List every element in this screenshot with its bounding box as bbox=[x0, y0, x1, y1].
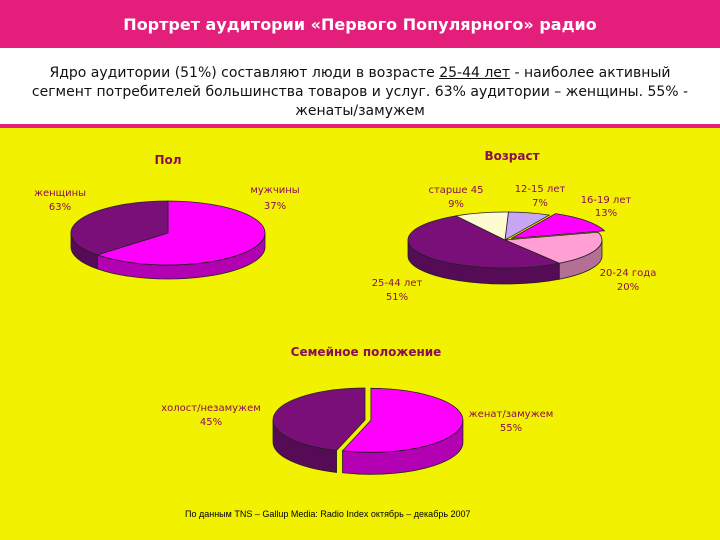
age-label-12-15: 12-15 лет bbox=[515, 184, 566, 195]
age-pie-chart bbox=[407, 211, 606, 285]
age-value-20-24: 20% bbox=[617, 282, 639, 293]
marital-slice-0 bbox=[341, 387, 464, 453]
age-slice-1 bbox=[510, 213, 606, 239]
slide-title: Портрет аудитории «Первого Популярного» … bbox=[0, 0, 720, 48]
age-label-45plus: старше 45 bbox=[428, 185, 483, 196]
marital-label-single: холост/незамужем bbox=[161, 403, 261, 414]
age-value-12-15: 7% bbox=[532, 198, 548, 209]
gender-label-men: мужчины bbox=[250, 185, 299, 196]
summary-text-part: - наиболее активный сегмент потребителей… bbox=[31, 65, 689, 119]
age-value-25-44: 51% bbox=[386, 292, 408, 303]
gender-value-men: 37% bbox=[264, 201, 286, 212]
age-slice-2 bbox=[504, 231, 603, 264]
age-label-25-44: 25-44 лет bbox=[372, 278, 423, 289]
marital-chart-title: Семейное положение bbox=[291, 345, 442, 359]
marital-slice-1 bbox=[272, 387, 366, 451]
source-note: По данным TNS – Gallup Media: Radio Inde… bbox=[185, 509, 471, 519]
marital-value-married: 55% bbox=[500, 423, 522, 434]
age-label-20-24: 20-24 года bbox=[600, 268, 657, 279]
summary-text-part: Ядро аудитории (51%) составляют люди в в… bbox=[49, 65, 440, 81]
gender-chart-title: Пол bbox=[154, 153, 181, 167]
gender-slice-0 bbox=[96, 200, 266, 266]
age-slice-4 bbox=[454, 211, 509, 241]
gender-label-women: женщины bbox=[34, 188, 86, 199]
summary-highlight: 25-44 лет bbox=[439, 65, 511, 81]
age-value-45plus: 9% bbox=[448, 199, 464, 210]
marital-value-single: 45% bbox=[200, 417, 222, 428]
gender-slice-1 bbox=[70, 200, 169, 256]
gender-value-women: 63% bbox=[49, 202, 71, 213]
age-slice-3 bbox=[407, 215, 561, 269]
age-label-16-19: 16-19 лет bbox=[581, 195, 632, 206]
age-value-16-19: 13% bbox=[595, 208, 617, 219]
gender-pie-chart bbox=[70, 200, 266, 280]
marital-label-married: женат/замужем bbox=[469, 409, 554, 420]
summary-text: Ядро аудитории (51%) составляют люди в в… bbox=[0, 48, 720, 128]
marital-pie-chart bbox=[272, 387, 464, 475]
age-chart-title: Возраст bbox=[484, 149, 539, 163]
